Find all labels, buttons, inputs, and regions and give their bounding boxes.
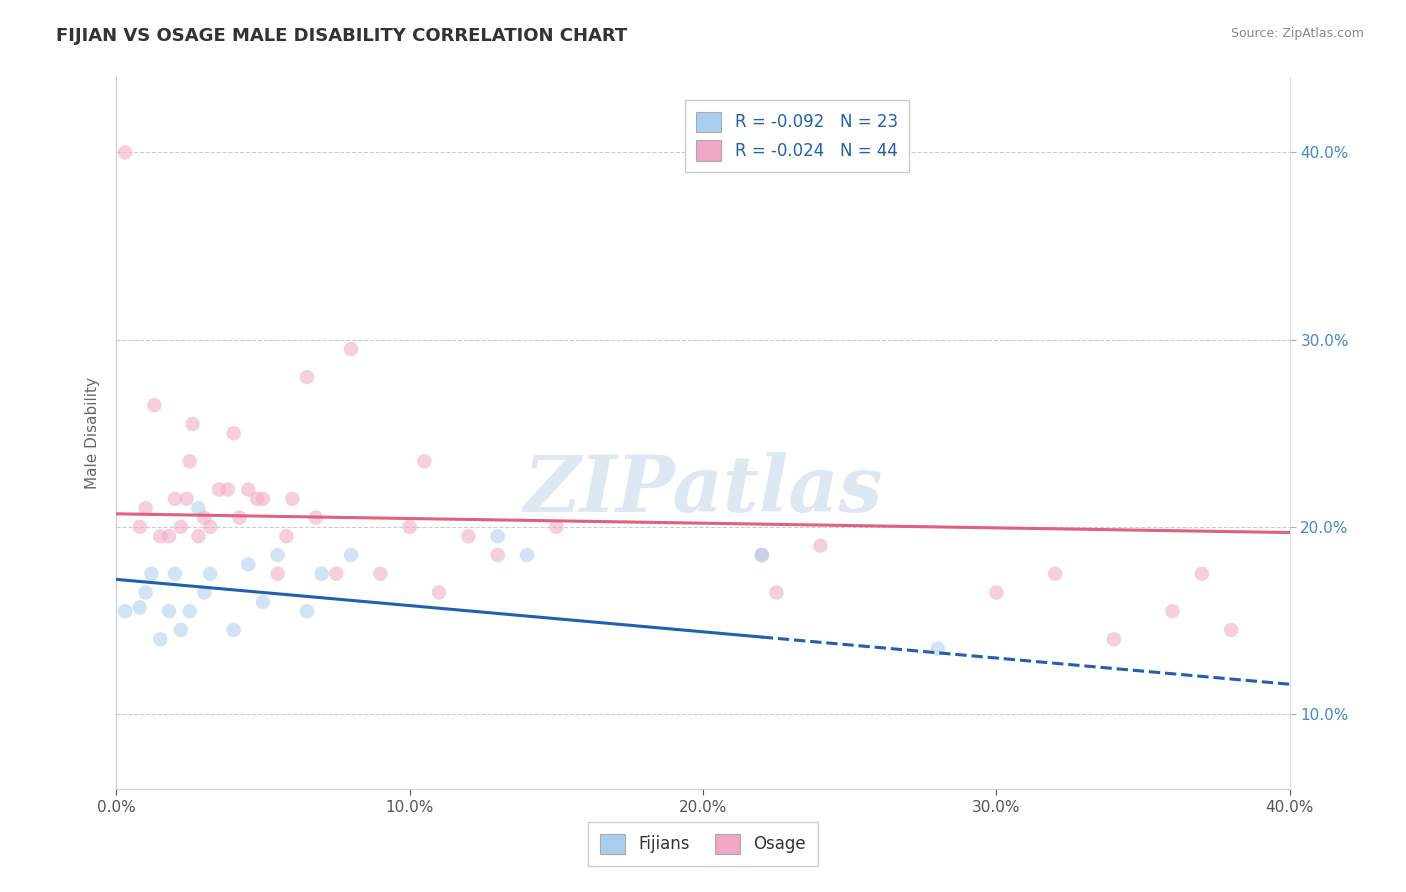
Point xyxy=(157,604,180,618)
Point xyxy=(986,585,1008,599)
Point xyxy=(305,510,328,524)
Point xyxy=(1191,566,1213,581)
Point xyxy=(222,623,245,637)
Point xyxy=(252,595,274,609)
Point xyxy=(516,548,538,562)
Point xyxy=(1043,566,1066,581)
Point xyxy=(927,641,949,656)
Point xyxy=(114,145,136,160)
Point xyxy=(228,510,250,524)
Point xyxy=(198,566,221,581)
Point xyxy=(398,520,420,534)
Point xyxy=(810,539,832,553)
Point xyxy=(266,566,288,581)
Point xyxy=(135,585,157,599)
Point xyxy=(149,529,172,543)
Point xyxy=(413,454,436,468)
Point xyxy=(187,501,209,516)
Point xyxy=(170,623,193,637)
Point xyxy=(170,520,193,534)
Point xyxy=(1102,632,1125,647)
Point xyxy=(179,454,201,468)
Point xyxy=(252,491,274,506)
Point xyxy=(266,548,288,562)
Point xyxy=(765,585,787,599)
Y-axis label: Male Disability: Male Disability xyxy=(86,377,100,490)
Point xyxy=(179,604,201,618)
Text: ZIPatlas: ZIPatlas xyxy=(523,452,883,528)
Point xyxy=(187,529,209,543)
Point xyxy=(246,491,269,506)
Point xyxy=(163,566,186,581)
Point xyxy=(193,585,215,599)
Point xyxy=(751,548,773,562)
Legend: R = -0.092   N = 23, R = -0.024   N = 44: R = -0.092 N = 23, R = -0.024 N = 44 xyxy=(685,100,910,172)
Point xyxy=(222,426,245,441)
Point xyxy=(128,520,150,534)
Point xyxy=(340,548,363,562)
Text: Source: ZipAtlas.com: Source: ZipAtlas.com xyxy=(1230,27,1364,40)
Point xyxy=(238,558,260,572)
Point xyxy=(486,548,509,562)
Point xyxy=(1161,604,1184,618)
Point xyxy=(486,529,509,543)
Point xyxy=(198,520,221,534)
Text: FIJIAN VS OSAGE MALE DISABILITY CORRELATION CHART: FIJIAN VS OSAGE MALE DISABILITY CORRELAT… xyxy=(56,27,627,45)
Point xyxy=(340,342,363,356)
Point xyxy=(546,520,568,534)
Point xyxy=(751,548,773,562)
Point xyxy=(281,491,304,506)
Point xyxy=(181,417,204,431)
Point xyxy=(325,566,347,581)
Point xyxy=(135,501,157,516)
Point xyxy=(128,600,150,615)
Point xyxy=(193,510,215,524)
Legend: Fijians, Osage: Fijians, Osage xyxy=(589,822,817,866)
Point xyxy=(163,491,186,506)
Point xyxy=(311,566,333,581)
Point xyxy=(1220,623,1243,637)
Point xyxy=(143,398,166,412)
Point xyxy=(427,585,450,599)
Point xyxy=(176,491,198,506)
Point xyxy=(295,370,318,384)
Point xyxy=(217,483,239,497)
Point xyxy=(276,529,298,543)
Point xyxy=(141,566,163,581)
Point xyxy=(114,604,136,618)
Point xyxy=(238,483,260,497)
Point xyxy=(157,529,180,543)
Point xyxy=(149,632,172,647)
Point xyxy=(295,604,318,618)
Point xyxy=(370,566,392,581)
Point xyxy=(457,529,479,543)
Point xyxy=(208,483,231,497)
